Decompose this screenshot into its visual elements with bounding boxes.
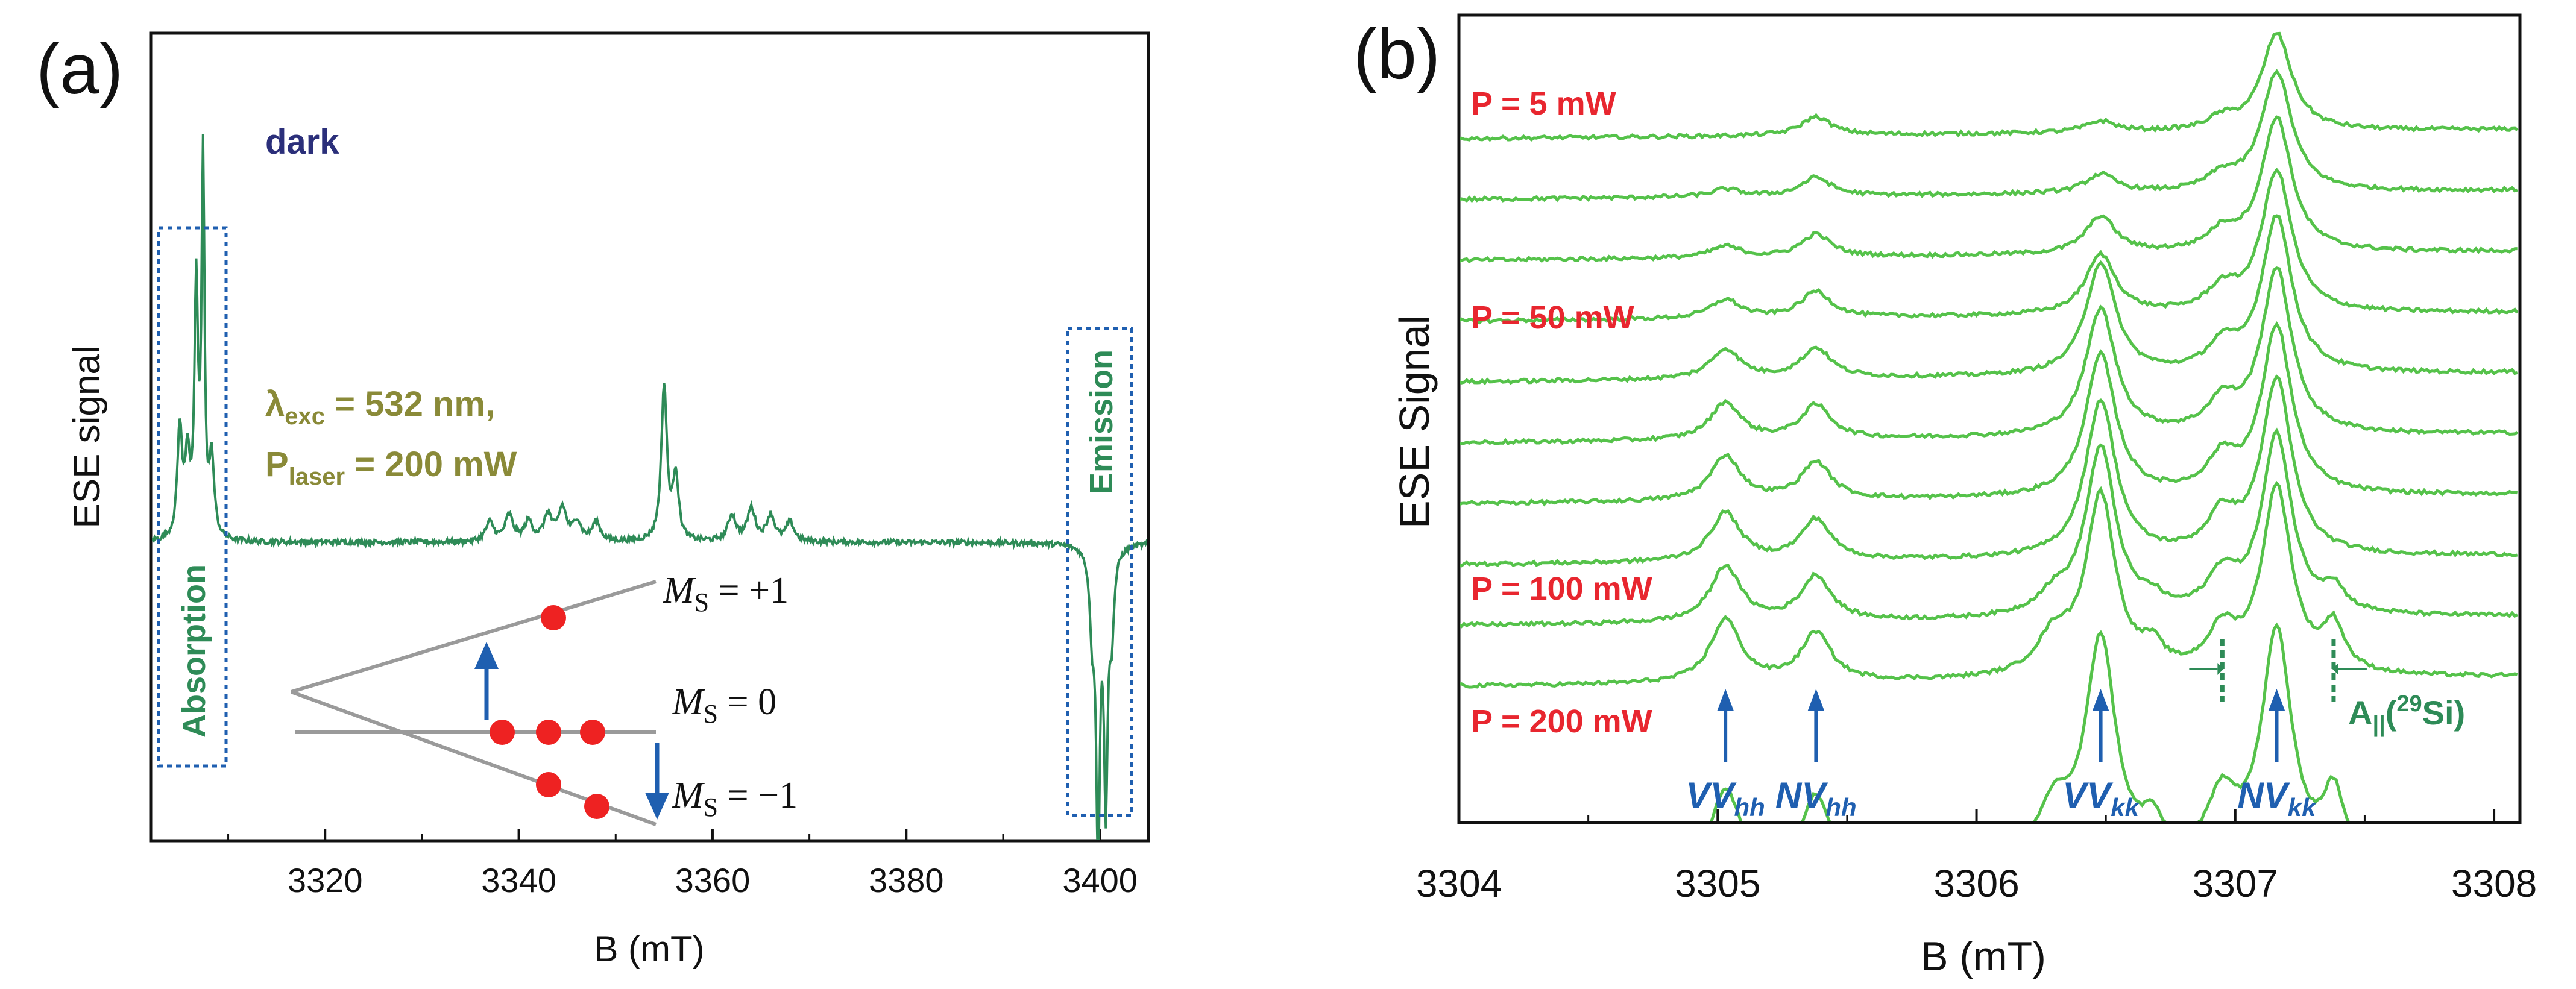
hyperfine-markers [2189,639,2367,702]
population-dot [580,720,605,745]
panel-b-frame [1457,13,2522,824]
arrow-right-icon [2217,663,2224,675]
panel-b-ticks [1458,809,2496,823]
spectrum-trace [1710,622,2350,821]
panel-b-traces [1460,31,2519,821]
peak-label: NVhh [1775,775,1857,821]
dark-label: dark [265,122,339,162]
hyperfine-label: A||(29Si) [2348,691,2465,737]
panel-a: (a) 3320 3340 3360 3380 3400 B (mT) ESE sign… [36,0,1150,969]
panel-b: (b) 3304 3305 3306 3307 3308 B (mT) ESE Sign… [1353,13,2537,979]
peak-label: VVkk [2062,775,2140,821]
population-dot [584,794,609,819]
emission-box [1066,327,1133,817]
power-label: P = 200 mW [1471,703,1652,739]
panel-a-frame [149,31,1150,843]
power-label: Plaser = 200 mW [265,445,517,490]
population-dot [541,605,566,630]
power-label: P = 50 mW [1471,300,1634,336]
absorption-box [157,226,228,768]
arrow-down-icon [645,743,669,820]
panel-b-xlabel: B (mT) [1921,934,2046,979]
x-tick-label: 3306 [1933,862,2019,905]
x-tick-label: 3380 [869,861,944,899]
level-plus-one-label: MS = +1 [663,570,789,617]
arrow-up-icon [474,642,499,720]
spectrum-trace [1460,115,2518,264]
spectrum-trace [1460,69,2518,203]
x-tick-label: 3340 [481,861,556,899]
power-label: P = 5 mW [1471,86,1616,122]
spectrum-trace [1460,427,2518,629]
spectrum-trace [1460,321,2518,507]
panel-a-ylabel: ESE signal [66,345,108,528]
arrow-up-icon [2268,689,2285,711]
peak-arrows [1717,689,2285,762]
level-minus-one-label: MS = −1 [672,775,798,822]
power-label: P = 100 mW [1471,571,1652,607]
panel-a-ticks [227,829,1101,841]
spectrum-trace [1460,266,2519,446]
spectrum-trace [1460,480,2518,689]
peak-label: VVhh [1686,775,1765,821]
panel-b-tick-labels: 3304 3305 3306 3307 3308 [1416,862,2537,905]
x-tick-label: 3360 [675,861,751,899]
arrow-up-icon [2092,689,2109,711]
panel-b-label: (b) [1353,14,1440,94]
arrow-up-icon [1717,689,1734,711]
lambda-label: λexc = 532 nm, [265,385,495,430]
energy-level-diagram: MS = +1 MS = 0 MS = −1 [290,570,798,826]
absorption-label: Absorption [176,564,212,738]
panel-a-tick-labels: 3320 3340 3360 3380 3400 [288,861,1138,899]
x-tick-label: 3320 [288,861,363,899]
x-tick-label: 3400 [1062,861,1138,899]
panel-b-ylabel: ESE Signal [1391,315,1438,529]
x-tick-label: 3308 [2451,862,2537,905]
level-plus-one-line [291,580,657,694]
arrow-up-icon [1807,689,1825,711]
spectrum-trace [1460,374,2518,568]
spectrum-trace [1460,31,2519,142]
x-tick-label: 3307 [2193,862,2278,905]
series-dark [151,0,1148,17]
population-dot [490,720,515,745]
spectrum-trace [1460,214,2518,386]
x-tick-label: 3305 [1675,862,1760,905]
panel-a-xlabel: B (mT) [594,929,704,969]
population-dot [536,720,561,745]
x-tick-label: 3304 [1416,862,1502,905]
series-illuminated [152,134,1147,840]
peak-labels: VVhh NVhh VVkk NVkk [1686,775,2317,821]
emission-label: Emission [1083,350,1120,494]
level-zero-label: MS = 0 [672,682,776,729]
spectrum-trace [1460,167,2519,325]
population-dot [536,772,561,797]
arrow-left-icon [2332,663,2338,675]
power-labels: P = 5 mW P = 50 mW P = 100 mW P = 200 mW [1471,86,1652,739]
panel-a-label: (a) [36,30,123,109]
peak-label: NVkk [2237,775,2317,821]
